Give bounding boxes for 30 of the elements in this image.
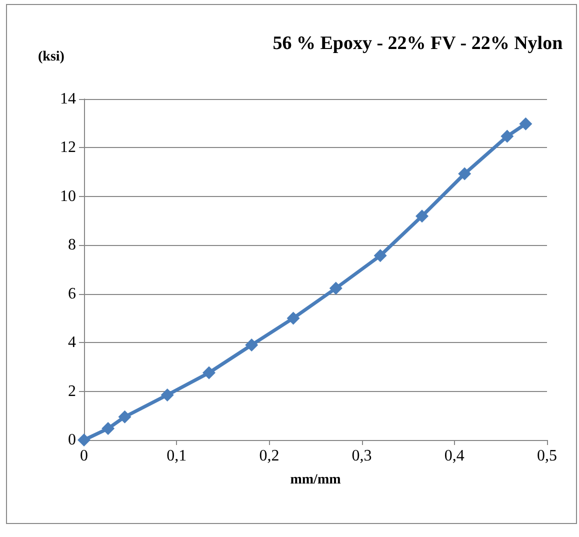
y-tick-label: 10 [60,188,76,205]
point [245,338,258,352]
y-tick-label: 14 [60,90,76,108]
point [500,130,514,143]
point [415,210,428,223]
x-tick-label: 0,5 [537,448,557,464]
point [202,366,216,380]
point [329,282,342,295]
point [102,422,115,436]
point [374,249,387,262]
point [458,167,472,180]
y-tick-label: 4 [68,334,76,352]
y-tick-label: 2 [68,382,76,400]
chart-title: 56 % Epoxy - 22% FV - 22% Nylon [272,33,564,54]
y-tick-label: 6 [68,285,76,302]
point [519,117,532,130]
x-tick-label: 0,4 [444,448,464,464]
point [286,312,300,325]
y-tick-label: 0 [68,432,76,448]
x-tick-label: 0,1 [166,448,187,464]
y-tick-label: 12 [60,139,76,156]
x-tick-label: 0 [80,448,88,464]
x-axis-title: mm/mm [290,472,342,488]
y-axis-title: (ksi) [38,50,65,64]
y-tick-label: 8 [68,236,76,254]
point [118,410,132,424]
point [160,388,174,402]
point [78,434,90,446]
x-tick-label: 0,3 [352,448,372,464]
x-tick-label: 0,2 [259,448,280,464]
